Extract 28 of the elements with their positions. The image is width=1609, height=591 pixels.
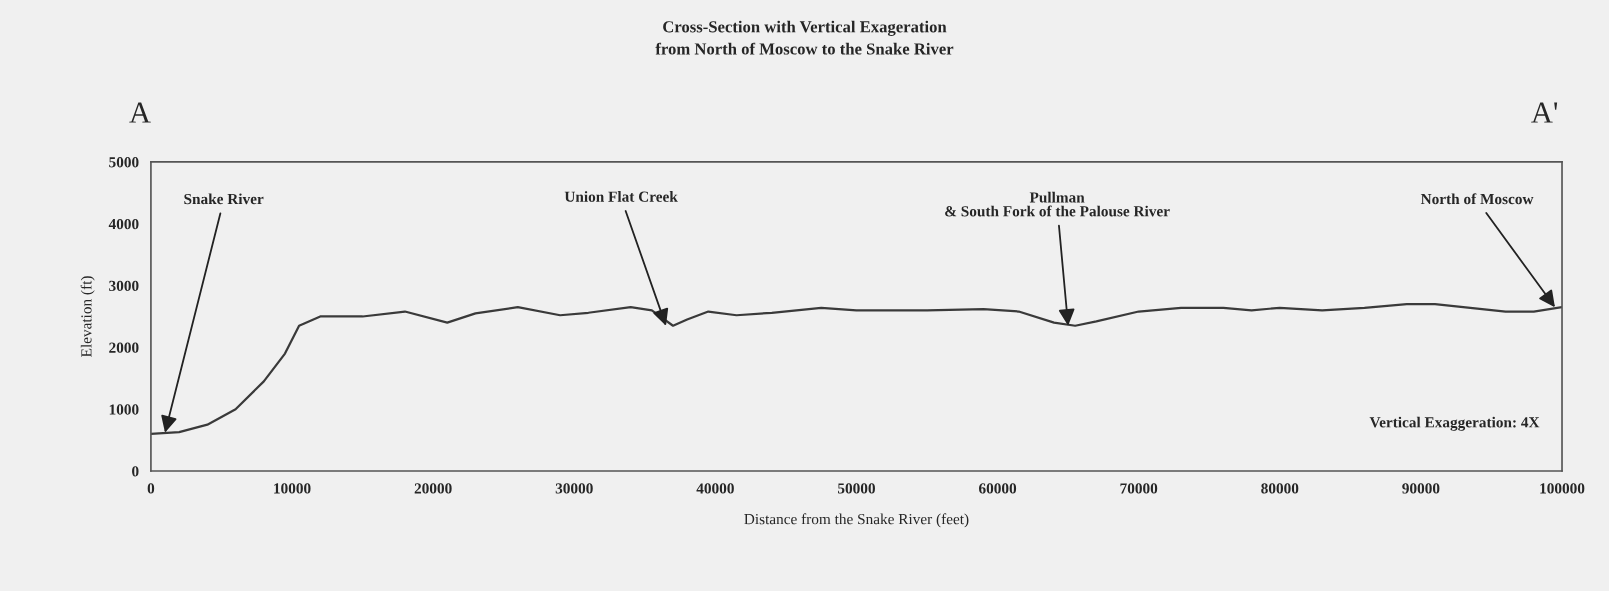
annotation: Union Flat Creek (564, 191, 678, 202)
x-tick-label: 80000 (1261, 483, 1299, 494)
annotation: North of Moscow (1420, 193, 1534, 205)
y-axis-title: Elevation (ft) (80, 276, 95, 357)
text: A (129, 102, 151, 123)
y-tick-label: 2000 (109, 342, 139, 353)
y-tick-label: 1000 (109, 404, 139, 415)
annotation: Vertical Exaggeration: 4X (1369, 416, 1540, 431)
text: A' (1531, 102, 1558, 123)
x-tick-label: 50000 (837, 483, 875, 494)
chart-title: Cross-Section with Vertical Exageration from North of Moscow to the Snake River (655, 20, 954, 55)
x-tick-label: 90000 (1402, 483, 1440, 494)
x-axis-title: Distance from the Snake River (feet) (744, 513, 969, 528)
x-tick-label: 40000 (696, 483, 734, 494)
x-tick-label: 20000 (414, 483, 452, 494)
x-tick-label: 0 (147, 483, 155, 494)
annotation: Snake River (184, 193, 264, 205)
y-tick-label: 3000 (109, 280, 139, 292)
x-tick-label: 10000 (274, 483, 311, 494)
x-tick-label: 100000 (1540, 483, 1585, 494)
x-tick-label: 60000 (979, 483, 1017, 494)
line-series (150, 303, 1563, 436)
x-tick-label: 30000 (555, 483, 593, 494)
annotation: Pullman & South Fork of the Palouse River (945, 191, 1170, 217)
y-tick-label: 0 (132, 466, 139, 477)
y-tick-label: 5000 (109, 157, 139, 168)
y-tick-label: 4000 (108, 218, 139, 230)
x-tick-label: 70000 (1120, 483, 1158, 494)
